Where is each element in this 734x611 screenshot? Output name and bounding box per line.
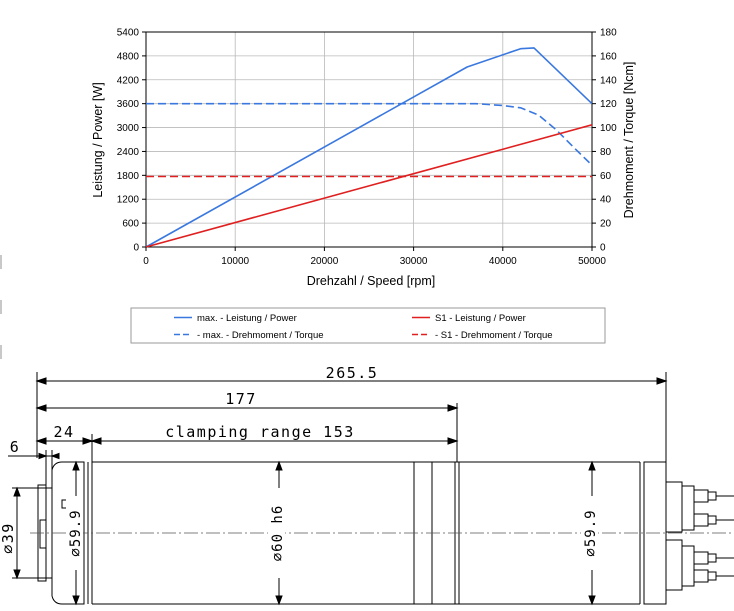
y-left-tick-label: 5400: [117, 28, 140, 39]
connectors: [665, 481, 734, 591]
y-left-tick-label: 4800: [117, 51, 140, 62]
dimension-177-label: 177: [225, 390, 257, 408]
y-right-tick-label: 80: [600, 147, 612, 158]
dimension-24-and-clamping: [35, 434, 459, 462]
y-axis-right-title: Drehmoment / Torque [Ncm]: [622, 62, 636, 219]
y-left-tick-label: 0: [133, 243, 139, 254]
series-line-1: [146, 102, 593, 166]
y-left-tick-label: 1800: [117, 171, 140, 182]
spindle-body: [30, 461, 734, 605]
chart-legend: max. - Leistung / Power - max. - Drehmom…: [130, 307, 606, 344]
x-tick-label: 40000: [489, 256, 517, 267]
x-tick-label: 30000: [400, 256, 428, 267]
x-tick-label: 0: [143, 256, 149, 267]
plot-frame: [145, 31, 593, 248]
y-right-tick-label: 160: [600, 51, 617, 62]
spindle-drawing: 265.5 177 24 clamping range 153 6: [0, 364, 734, 606]
legend-item-s1-torque: - S1 - Drehmoment / Torque: [435, 330, 553, 341]
y-left-tick-label: 1200: [117, 195, 140, 206]
y-right-tick-label: 40: [600, 195, 612, 206]
edge-marks: [0, 255, 2, 359]
legend-item-max-power: max. - Leistung / Power: [197, 313, 297, 324]
y-right-tick-label: 0: [600, 243, 606, 254]
y-right-tick-label: 180: [600, 28, 617, 39]
y-right-tick-label: 60: [600, 171, 612, 182]
series-line-0: [145, 47, 593, 248]
legend-item-max-torque: - max. - Drehmoment / Torque: [197, 330, 324, 341]
x-tick-label: 50000: [578, 256, 606, 267]
y-right-tick-label: 100: [600, 123, 617, 134]
diameter-59-9-right-label: ⌀59.9: [583, 509, 599, 556]
dimension-total-label: 265.5: [326, 364, 379, 382]
chart-ticks: 0600120018002400300036004200480054000204…: [117, 28, 617, 268]
x-tick-label: 20000: [310, 256, 338, 267]
y-right-tick-label: 20: [600, 219, 612, 230]
dimension-24-label: 24: [53, 423, 74, 441]
diameter-59-9-left-label: ⌀59.9: [68, 509, 84, 556]
chart-series: [145, 47, 593, 248]
diameter-60-h6-label: ⌀60 h6: [270, 505, 286, 562]
dimension-6-label: 6: [10, 438, 21, 456]
series-line-2: [145, 124, 593, 248]
y-left-tick-label: 2400: [117, 147, 140, 158]
y-left-tick-label: 600: [122, 219, 139, 230]
y-left-tick-label: 3000: [117, 123, 140, 134]
y-left-tick-label: 4200: [117, 75, 140, 86]
clamping-range-label: clamping range 153: [165, 423, 355, 441]
y-left-tick-label: 3600: [117, 99, 140, 110]
dimension-6: [8, 450, 60, 490]
dimension-177: [35, 403, 459, 462]
diameter-39-label: ⌀39: [0, 522, 17, 554]
dimension-total-length: [35, 372, 668, 462]
x-axis-title: Drehzahl / Speed [rpm]: [307, 274, 436, 288]
y-right-tick-label: 140: [600, 75, 617, 86]
x-tick-label: 10000: [221, 256, 249, 267]
chart-grid: [145, 31, 593, 248]
y-right-tick-label: 120: [600, 99, 617, 110]
y-axis-left-title: Leistung / Power [W]: [91, 82, 105, 197]
dimension-diameter-39: [12, 486, 46, 580]
legend-item-s1-power: S1 - Leistung / Power: [435, 313, 526, 324]
diameter-labels: ⌀59.9 ⌀60 h6 ⌀59.9: [66, 488, 599, 578]
